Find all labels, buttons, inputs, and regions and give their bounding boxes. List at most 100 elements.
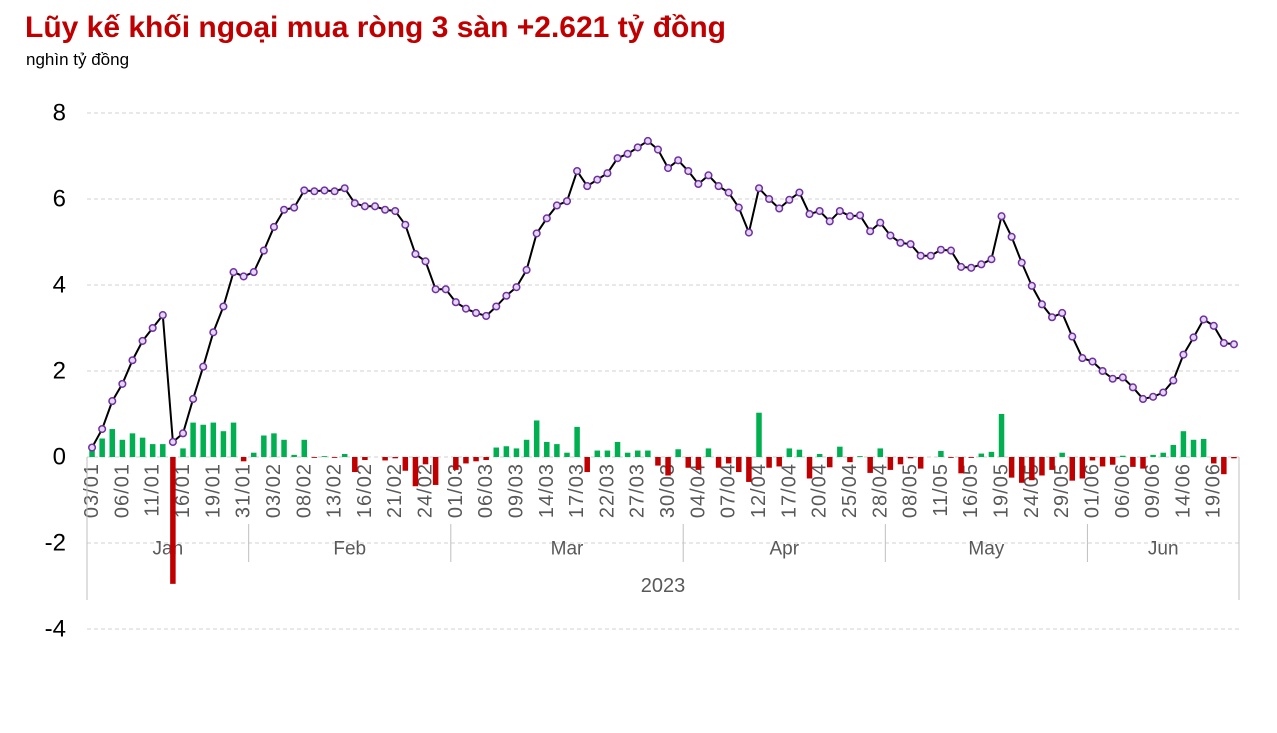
line-point (684, 167, 693, 176)
line-point (876, 218, 885, 227)
bars (89, 412, 1237, 584)
line-point (1159, 388, 1168, 397)
daily-bar (736, 457, 742, 473)
daily-bar (230, 422, 237, 457)
line-point (1078, 354, 1087, 363)
line-point (1068, 332, 1077, 341)
month-label: Jan (153, 539, 184, 560)
y-tick-label: 8 (53, 100, 66, 127)
daily-bar (149, 444, 156, 457)
line-point (977, 260, 986, 269)
line-point (704, 171, 713, 180)
daily-bar (594, 450, 601, 457)
daily-bar (533, 420, 540, 457)
line-point (967, 263, 976, 272)
x-tick-label: 03/02 (263, 463, 285, 518)
daily-bar (837, 446, 843, 457)
line-point (370, 202, 380, 211)
x-tick-label: 31/01 (233, 463, 255, 518)
line-point (219, 302, 228, 311)
daily-bar (1150, 454, 1156, 457)
line-point (957, 262, 966, 271)
daily-bar (938, 450, 944, 457)
daily-bar (786, 448, 793, 457)
line-point (1229, 340, 1238, 349)
daily-bar (655, 457, 661, 466)
daily-bar (968, 457, 974, 458)
line-point (522, 265, 531, 275)
y-tick-label: 2 (53, 358, 66, 385)
x-tick-label: 24/05 (1021, 463, 1043, 518)
line-point (714, 182, 723, 191)
line-point (916, 251, 925, 260)
daily-bar (1221, 457, 1227, 475)
x-tick-label: 11/05 (930, 463, 952, 517)
line-point (946, 246, 956, 255)
line-point (1118, 373, 1127, 382)
line-layer (91, 139, 1235, 449)
daily-bar (978, 453, 985, 457)
x-tick-label: 17/03 (566, 463, 588, 518)
x-tick-label: 24/02 (415, 463, 437, 518)
daily-bar (422, 457, 429, 465)
line-point (128, 356, 137, 365)
daily-bar (806, 457, 813, 479)
daily-bar (1069, 457, 1076, 481)
daily-bar (493, 447, 500, 457)
daily-bar (1079, 457, 1086, 479)
daily-bar (483, 457, 489, 461)
daily-bar (645, 450, 651, 457)
line-point (441, 285, 450, 294)
daily-bar (523, 439, 530, 457)
line-point (259, 246, 268, 255)
line-point (785, 195, 794, 204)
daily-bar (1049, 457, 1055, 470)
daily-bar (1140, 457, 1146, 469)
line-point (1098, 366, 1107, 376)
line-point (664, 163, 673, 173)
daily-bar (1099, 457, 1106, 467)
daily-bar (958, 457, 964, 474)
month-label: May (968, 539, 1004, 560)
line-point (391, 206, 400, 216)
daily-bar (675, 449, 681, 457)
line-point (1199, 315, 1208, 324)
line-point (674, 156, 683, 165)
line-point (239, 272, 248, 281)
line-point (532, 229, 541, 238)
x-tick-label: 07/04 (718, 463, 740, 518)
daily-bar (715, 457, 722, 468)
line-point (108, 397, 117, 406)
line-point (936, 245, 945, 254)
line-point (199, 362, 208, 371)
daily-bar (574, 426, 580, 457)
x-tick-label: 08/05 (900, 463, 922, 518)
x-tick-label: 16/02 (354, 463, 376, 518)
daily-bar (685, 457, 692, 468)
daily-bar (816, 453, 823, 457)
x-tick-label: 28/04 (869, 463, 891, 518)
month-label: Apr (769, 539, 799, 560)
daily-bar (857, 456, 863, 457)
line-point (88, 443, 97, 452)
line-point (896, 238, 905, 247)
x-tick-label: 19/05 (991, 463, 1013, 518)
x-tick-label: 11/01 (142, 463, 164, 517)
daily-bar (1170, 444, 1177, 457)
line-point (1128, 383, 1137, 392)
line-point (583, 182, 592, 191)
daily-bar (1200, 438, 1207, 457)
daily-bar (756, 412, 762, 457)
daily-bar (160, 444, 166, 457)
line-point (1138, 394, 1148, 404)
y-tick-label: 4 (53, 272, 66, 299)
x-tick-label: 01/06 (1081, 463, 1103, 518)
line-point (845, 212, 854, 221)
x-tick-label: 19/01 (202, 463, 224, 518)
daily-bar (1210, 457, 1217, 464)
daily-bar (604, 450, 611, 457)
daily-bar (129, 433, 136, 457)
daily-bar (1180, 431, 1187, 457)
line-point (411, 249, 420, 259)
x-tick-label: 14/03 (536, 463, 558, 518)
